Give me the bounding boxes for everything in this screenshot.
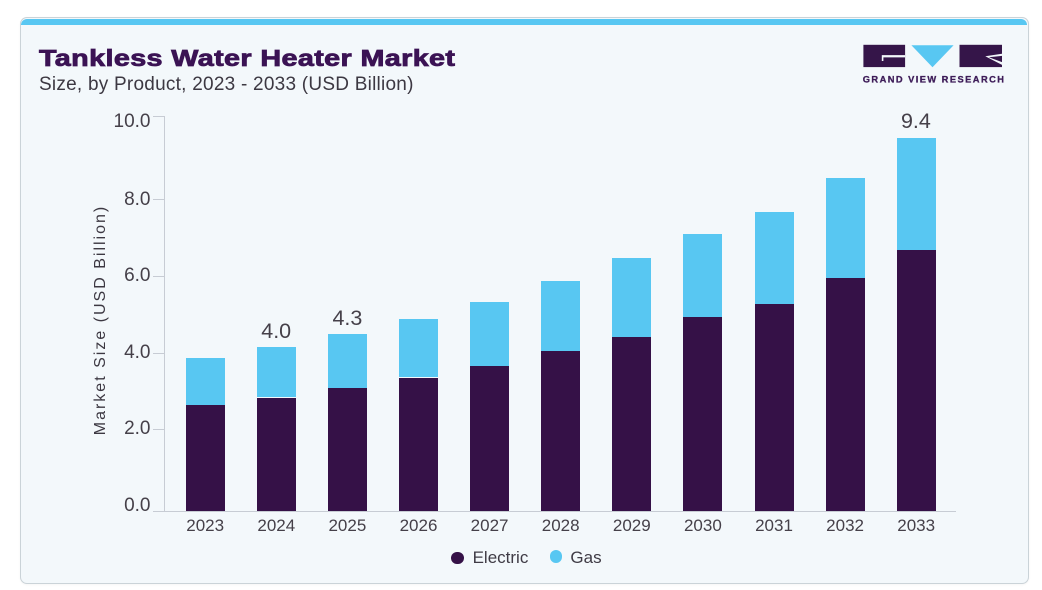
svg-text:GRAND VIEW RESEARCH: GRAND VIEW RESEARCH [863,74,1006,84]
